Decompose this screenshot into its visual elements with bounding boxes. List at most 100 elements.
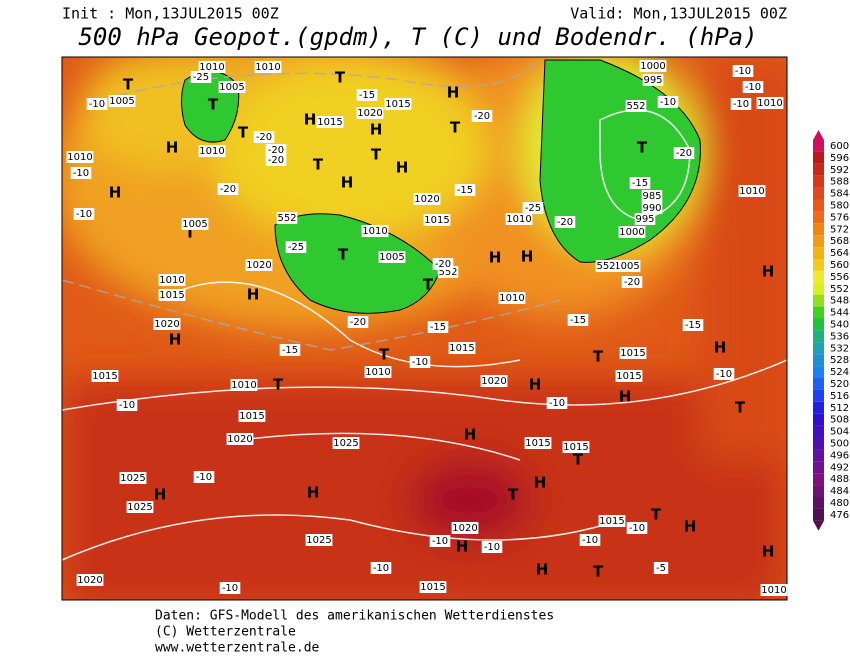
colorbar: 6005965925885845805765725685645605565525… xyxy=(813,130,849,531)
pressure-center: H xyxy=(762,263,775,281)
label-box xyxy=(238,410,266,422)
label-box xyxy=(253,131,275,143)
colorbar-swatch xyxy=(813,497,824,509)
label-box xyxy=(639,60,667,72)
label-box xyxy=(230,379,258,391)
label-box xyxy=(641,190,663,202)
isoline-label: -25 xyxy=(193,72,209,83)
colorbar-label: 516 xyxy=(830,391,849,402)
label-box xyxy=(567,314,589,326)
isoline-label: 1010 xyxy=(761,585,786,596)
colorbar-swatch xyxy=(813,449,824,462)
pressure-center: T xyxy=(593,563,604,581)
pressure-center: H xyxy=(307,484,320,502)
label-box xyxy=(625,100,647,112)
label-box xyxy=(265,154,287,166)
label-box xyxy=(713,368,735,380)
isoline-label: 985 xyxy=(642,191,661,202)
isoline-label: 1005 xyxy=(219,82,244,93)
label-box xyxy=(116,399,138,411)
label-box xyxy=(524,437,552,449)
map-frame xyxy=(61,56,788,601)
pressure-center: T xyxy=(735,399,746,417)
label-box xyxy=(481,541,503,553)
label-box xyxy=(181,218,209,230)
colorbar-label: 560 xyxy=(830,260,849,271)
label-box xyxy=(409,356,431,368)
colorbar-label: 548 xyxy=(830,296,849,307)
colorbar-label: 488 xyxy=(830,474,849,485)
init-time: Init : Mon,13JUL2015 00Z xyxy=(62,5,279,23)
colorbar-swatch xyxy=(813,163,824,176)
label-box xyxy=(316,116,344,128)
label-box xyxy=(153,318,181,330)
isoline-label: 1015 xyxy=(599,516,624,527)
pressure-center: H xyxy=(456,538,469,556)
pressure-center: T xyxy=(338,246,349,264)
label-box xyxy=(451,522,479,534)
label-box xyxy=(595,260,617,272)
colorbar-label: 580 xyxy=(830,200,849,211)
colorbar-swatch xyxy=(813,461,824,474)
label-box xyxy=(86,98,108,110)
isoline-label: 1010 xyxy=(757,98,782,109)
label-box xyxy=(285,241,307,253)
label-box xyxy=(619,347,647,359)
isoline-label: 1015 xyxy=(525,438,550,449)
isoline-label: -15 xyxy=(430,322,446,333)
label-box xyxy=(653,562,669,574)
isoline-label: 1025 xyxy=(120,473,145,484)
label-box xyxy=(618,226,646,238)
pressure-center: T xyxy=(450,119,461,137)
colorbar-swatch xyxy=(813,259,824,271)
isoline-label: 1010 xyxy=(159,275,184,286)
isoline-label: 1010 xyxy=(365,367,390,378)
isoline-label: -10 xyxy=(73,168,89,179)
isoline-label: 552 xyxy=(626,101,645,112)
isoline-label: 1010 xyxy=(67,152,92,163)
pressure-center: T xyxy=(313,156,324,174)
pressure-center: H xyxy=(489,249,502,267)
label-box xyxy=(217,183,239,195)
pressure-center: H xyxy=(341,174,354,192)
colorbar-swatch xyxy=(813,401,824,414)
pressure-center: H xyxy=(109,184,122,202)
label-box xyxy=(413,193,441,205)
footer-line: Daten: GFS-Modell des amerikanischen Wet… xyxy=(155,609,554,624)
label-box xyxy=(732,65,754,77)
label-box xyxy=(218,81,246,93)
pressure-center: H xyxy=(714,339,727,357)
label-box xyxy=(613,260,641,272)
label-box xyxy=(332,437,360,449)
colorbar-label: 544 xyxy=(830,308,849,319)
pressure-center: T xyxy=(573,451,584,469)
isoline-label: 995 xyxy=(635,214,654,225)
isoline-label: 1005 xyxy=(109,96,134,107)
label-box xyxy=(305,534,333,546)
isoline-label: -10 xyxy=(373,563,389,574)
isoline-label: -10 xyxy=(119,400,135,411)
colorbar-swatch xyxy=(813,175,824,188)
label-box xyxy=(347,316,369,328)
colorbar-swatch xyxy=(813,306,824,319)
label-box xyxy=(522,202,544,214)
footer-line: (C) Wetterzentrale xyxy=(155,625,296,640)
colorbar-label: 492 xyxy=(830,462,849,473)
pressure-center: T xyxy=(238,124,249,142)
isoline-label: -10 xyxy=(733,99,749,110)
colorbar-label: 500 xyxy=(830,438,849,449)
isoline-label: 1015 xyxy=(159,290,184,301)
pressure-center: H xyxy=(247,286,260,304)
label-box xyxy=(245,259,273,271)
colorbar-label: 480 xyxy=(830,498,849,509)
label-box xyxy=(198,145,226,157)
pressure-center: T xyxy=(637,139,648,157)
label-box xyxy=(427,321,449,333)
pressure-center: T xyxy=(208,96,219,114)
colorbar-swatch xyxy=(813,223,824,236)
isoline-label: -10 xyxy=(582,535,598,546)
pressure-center: H xyxy=(521,248,534,266)
isoline-label: 1015 xyxy=(317,117,342,128)
map-title: 500 hPa Geopot.(gpdm), T (C) und Bodendr… xyxy=(78,23,757,51)
